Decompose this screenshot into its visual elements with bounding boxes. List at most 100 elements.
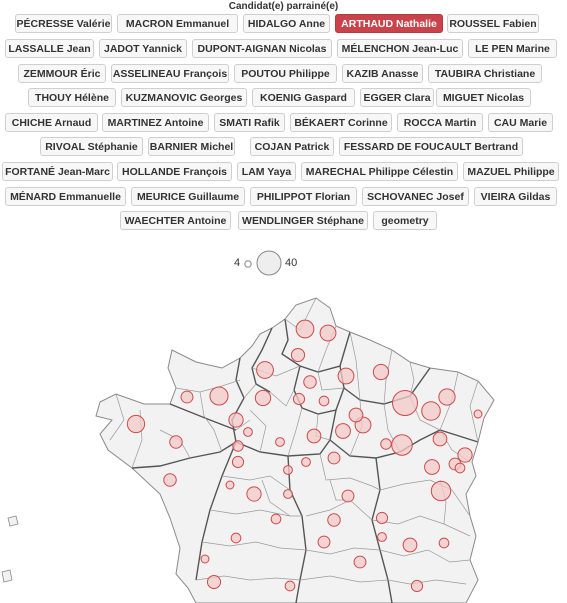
- candidate-button[interactable]: LE PEN Marine: [468, 39, 557, 58]
- candidate-button[interactable]: SMATI Rafik: [214, 113, 285, 132]
- candidate-button[interactable]: EGGER Clara: [360, 88, 434, 107]
- department-bubble: [392, 390, 418, 416]
- department-border: [109, 393, 125, 441]
- department-bubble: [372, 363, 390, 381]
- candidate-button[interactable]: TAUBIRA Christiane: [428, 64, 542, 83]
- department-bubble: [380, 438, 392, 450]
- candidate-button[interactable]: PÉCRESSE Valérie: [15, 14, 112, 33]
- department-border: [261, 479, 291, 517]
- department-bubble: [335, 423, 351, 439]
- department-border: [235, 419, 251, 431]
- department-bubble: [421, 401, 441, 421]
- candidate-button[interactable]: COJAN Patrick: [250, 137, 334, 156]
- department-bubble: [246, 486, 262, 502]
- department-border: [317, 371, 345, 391]
- department-bubble: [391, 434, 413, 456]
- candidate-button[interactable]: POUTOU Philippe: [234, 64, 337, 83]
- candidate-button[interactable]: HOLLANDE François: [117, 162, 232, 181]
- candidate-button[interactable]: LAM Yaya: [237, 162, 296, 181]
- department-bubble: [290, 347, 306, 363]
- candidate-selector-title: Candidat(e) parrainé(e): [228, 1, 339, 12]
- department-border: [299, 575, 389, 583]
- legend-max-circle: [256, 250, 282, 276]
- france-outline: [95, 297, 495, 603]
- size-legend: 4 40: [0, 248, 567, 278]
- department-bubble: [228, 412, 244, 428]
- candidate-button[interactable]: geometry: [373, 211, 437, 230]
- candidate-button[interactable]: ASSELINEAU François: [111, 64, 229, 83]
- candidate-button[interactable]: ZEMMOUR Éric: [18, 64, 106, 83]
- department-bubble: [254, 389, 272, 407]
- candidate-button[interactable]: LASSALLE Jean: [5, 39, 94, 58]
- department-bubble: [231, 455, 245, 469]
- department-bubble: [283, 489, 293, 499]
- region-border: [169, 403, 237, 431]
- department-border: [213, 429, 223, 453]
- department-bubble: [337, 367, 355, 385]
- legend-min-circle: [244, 260, 252, 268]
- department-bubble: [402, 537, 418, 553]
- department-bubble: [303, 375, 317, 389]
- department-border: [387, 579, 467, 585]
- department-bubble: [353, 555, 367, 569]
- department-bubble: [375, 511, 389, 525]
- candidate-button[interactable]: KOENIG Gaspard: [252, 88, 355, 107]
- region-border: [371, 457, 393, 603]
- candidate-button[interactable]: FORTANÉ Jean-Marc: [2, 162, 113, 181]
- department-border: [371, 515, 471, 537]
- department-bubble: [163, 473, 177, 487]
- candidate-button[interactable]: MIGUET Nicolas: [436, 88, 531, 107]
- candidate-button[interactable]: ROCCA Martin: [397, 113, 483, 132]
- candidate-button[interactable]: ARTHAUD Nathalie: [335, 14, 443, 33]
- candidate-button[interactable]: BARNIER Michel: [148, 137, 235, 156]
- candidate-button[interactable]: HIDALGO Anne: [243, 14, 330, 33]
- department-bubble: [256, 361, 274, 379]
- candidate-button[interactable]: WAECHTER Antoine: [120, 211, 231, 230]
- candidate-button[interactable]: SCHOVANEC Josef: [362, 187, 469, 206]
- department-bubble: [348, 407, 364, 423]
- department-bubble: [301, 457, 311, 467]
- candidate-button[interactable]: BÉKAERT Corinne: [290, 113, 392, 132]
- department-bubble: [424, 459, 440, 475]
- candidate-button[interactable]: MEURICE Guillaume: [131, 187, 245, 206]
- department-border: [305, 547, 381, 555]
- candidate-button[interactable]: RIVOAL Stéphanie: [40, 137, 143, 156]
- department-bubble: [275, 437, 285, 447]
- candidate-button[interactable]: MARECHAL Philippe Célestin: [301, 162, 458, 181]
- candidate-button[interactable]: CHICHE Arnaud: [5, 113, 98, 132]
- map-bubbles: [126, 319, 483, 593]
- candidate-button[interactable]: PHILIPPOT Florian: [250, 187, 357, 206]
- candidate-button[interactable]: CAU Marie: [488, 113, 553, 132]
- department-bubble: [327, 451, 341, 465]
- department-bubble: [200, 554, 210, 564]
- candidate-button[interactable]: ROUSSEL Fabien: [447, 14, 539, 33]
- candidate-button[interactable]: MARTINEZ Antoine: [102, 113, 209, 132]
- department-border: [305, 499, 373, 521]
- candidate-button[interactable]: MACRON Emmanuel: [117, 14, 238, 33]
- department-bubble: [126, 414, 146, 434]
- department-bubble: [283, 465, 293, 475]
- department-bubble: [438, 388, 456, 406]
- department-border: [201, 541, 307, 551]
- candidate-button[interactable]: JADOT Yannick: [99, 39, 187, 58]
- candidate-button[interactable]: DUPONT-AIGNAN Nicolas: [192, 39, 332, 58]
- department-bubble: [180, 390, 194, 404]
- candidate-button[interactable]: KUZMANOVIC Georges: [121, 88, 247, 107]
- candidate-button[interactable]: KAZIB Anasse: [342, 64, 423, 83]
- department-bubble: [319, 324, 337, 342]
- department-bubble: [457, 447, 473, 463]
- candidate-button[interactable]: THOUY Hélène: [28, 88, 116, 107]
- region-border: [235, 409, 337, 457]
- candidate-button[interactable]: MÉLENCHON Jean-Luc: [337, 39, 463, 58]
- department-border: [349, 331, 361, 401]
- map-departments: [1, 297, 495, 603]
- department-bubble: [438, 537, 450, 549]
- department-bubble: [243, 427, 253, 437]
- candidate-button[interactable]: WENDLINGER Stéphane: [238, 211, 368, 230]
- candidate-button[interactable]: MAZUEL Philippe: [463, 162, 559, 181]
- candidate-button[interactable]: VIEIRA Gildas: [474, 187, 557, 206]
- department-bubble: [292, 392, 306, 406]
- department-bubble: [341, 489, 355, 503]
- candidate-button[interactable]: MÉNARD Emmanuelle: [5, 187, 126, 206]
- candidate-button[interactable]: FESSARD DE FOUCAULT Bertrand: [339, 137, 523, 156]
